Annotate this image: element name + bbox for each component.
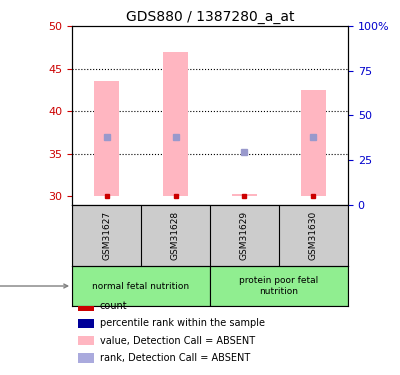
Text: protein poor fetal
nutrition: protein poor fetal nutrition (239, 276, 319, 296)
Text: GSM31628: GSM31628 (171, 210, 180, 260)
Bar (78, 302, 94, 311)
Text: GSM31630: GSM31630 (309, 210, 318, 260)
FancyBboxPatch shape (72, 266, 210, 306)
FancyBboxPatch shape (210, 266, 348, 306)
FancyBboxPatch shape (141, 204, 210, 266)
Text: rank, Detection Call = ABSENT: rank, Detection Call = ABSENT (100, 353, 250, 363)
Title: GDS880 / 1387280_a_at: GDS880 / 1387280_a_at (126, 10, 294, 24)
Text: percentile rank within the sample: percentile rank within the sample (100, 318, 265, 328)
Text: GSM31627: GSM31627 (102, 210, 111, 260)
Text: value, Detection Call = ABSENT: value, Detection Call = ABSENT (100, 336, 255, 346)
FancyBboxPatch shape (210, 204, 279, 266)
Bar (78, 319, 94, 328)
Bar (94, 81, 118, 196)
FancyBboxPatch shape (279, 204, 348, 266)
FancyBboxPatch shape (72, 204, 141, 266)
Bar (302, 90, 326, 196)
Bar (78, 354, 94, 363)
Text: GSM31629: GSM31629 (240, 210, 249, 260)
Text: normal fetal nutrition: normal fetal nutrition (92, 282, 190, 291)
Text: growth protocol: growth protocol (0, 281, 68, 291)
Text: count: count (100, 302, 127, 311)
Bar (232, 194, 256, 196)
Bar (78, 336, 94, 345)
Bar (164, 52, 188, 196)
